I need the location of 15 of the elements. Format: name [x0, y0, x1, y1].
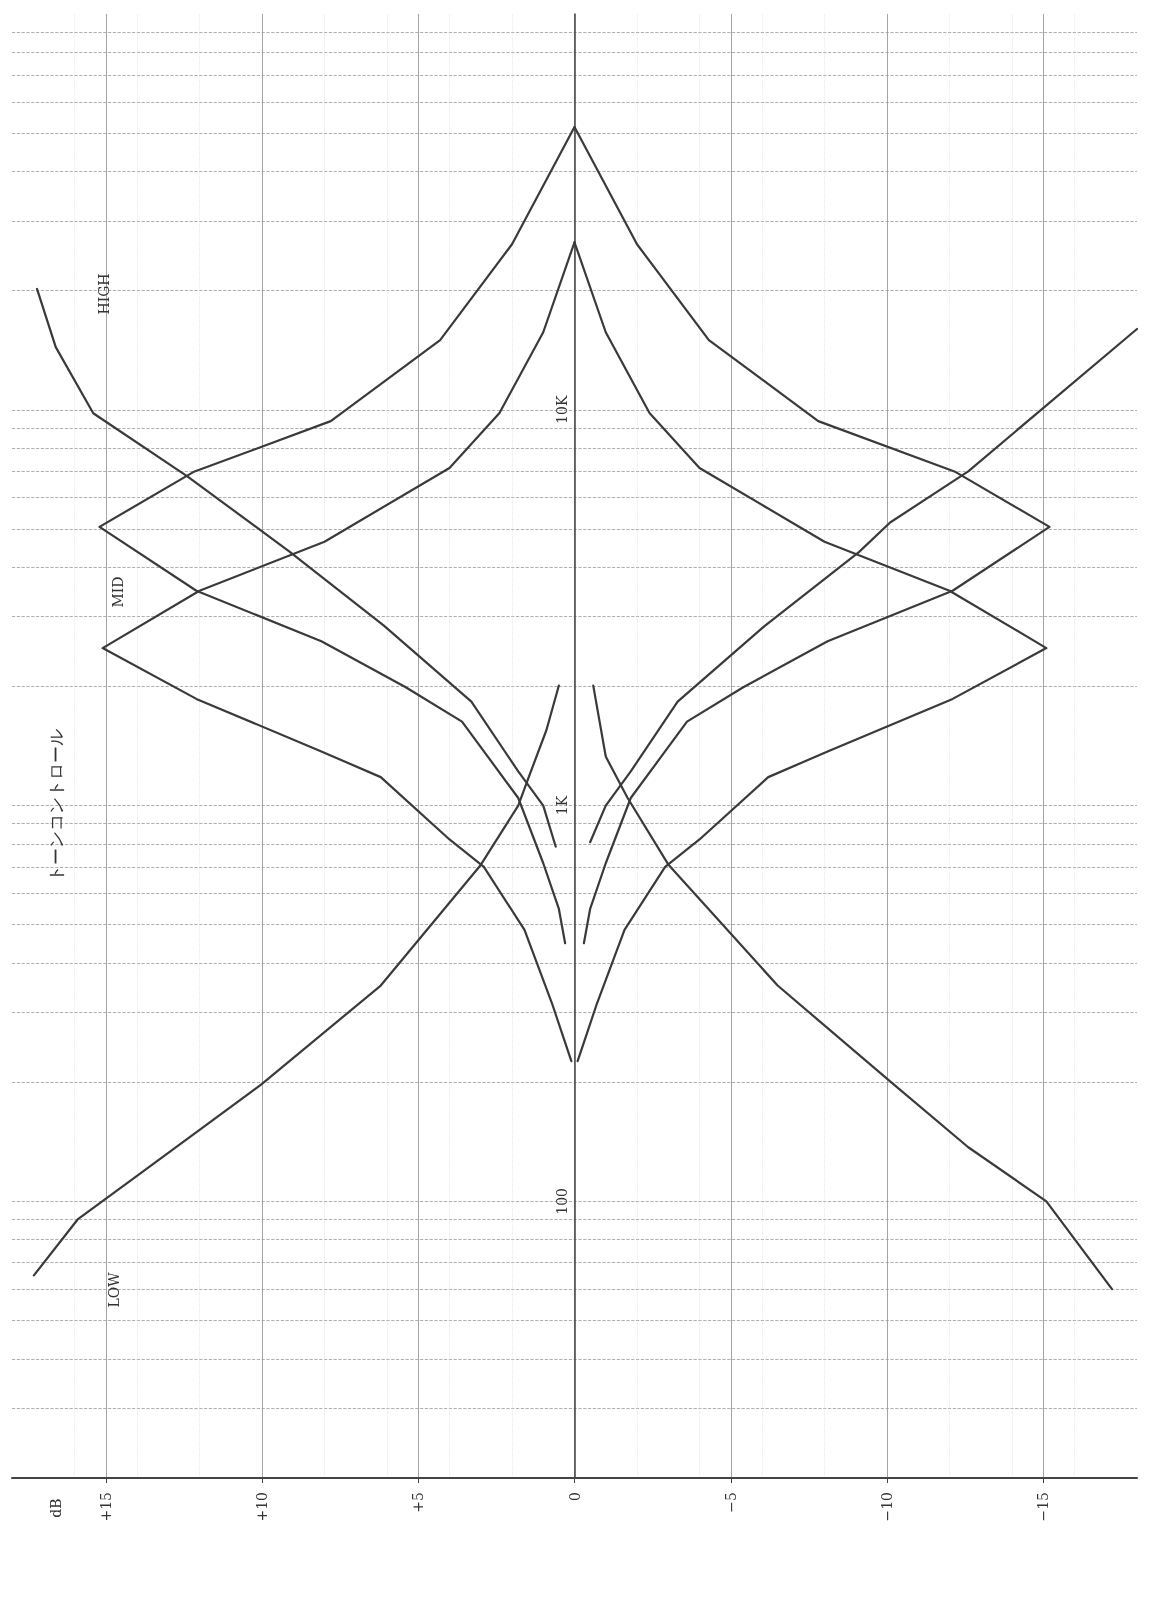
annotation: LOW: [106, 1271, 122, 1308]
x-tick-label: −15: [1035, 1492, 1052, 1522]
annotation: HIGH: [96, 273, 112, 315]
text: トーンコントロール: [45, 729, 66, 883]
x-tick-label: +10: [254, 1492, 270, 1522]
x-tick-label: +5: [410, 1492, 427, 1513]
annotation: MID: [110, 576, 126, 608]
x-tick-label: −5: [722, 1492, 739, 1513]
y-tick-label: 1K: [553, 795, 570, 816]
y-tick-label: 100: [553, 1187, 570, 1215]
x-tick-label: +15: [97, 1492, 114, 1522]
y-tick-label: 10K: [553, 395, 570, 424]
text: dB: [48, 1498, 64, 1518]
x-tick-label: 0: [566, 1492, 583, 1501]
x-tick-label: −10: [879, 1492, 895, 1522]
